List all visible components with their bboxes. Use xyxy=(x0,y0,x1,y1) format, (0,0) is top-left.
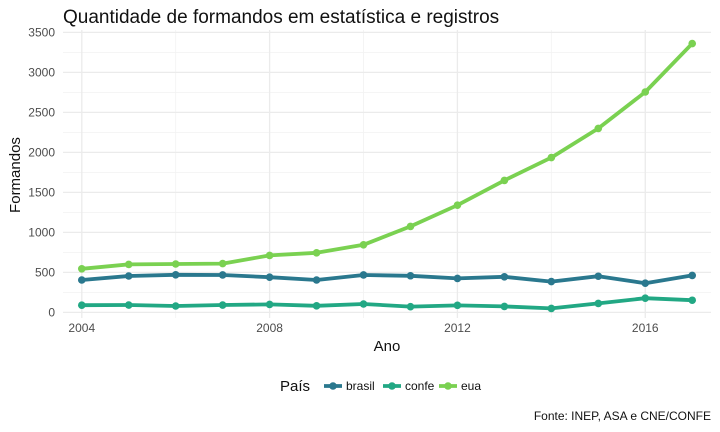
data-point-confe xyxy=(688,296,697,305)
x-tick-label: 2004 xyxy=(68,321,95,335)
legend-label-confe: confe xyxy=(405,379,435,393)
data-point-brasil xyxy=(124,272,133,280)
series-line-eua xyxy=(79,41,695,271)
data-point-brasil xyxy=(453,274,462,283)
data-point-eua xyxy=(641,88,650,96)
data-point-brasil xyxy=(688,271,697,280)
data-point-brasil xyxy=(218,271,227,279)
data-point-eua xyxy=(312,249,321,257)
y-axis-ticks: 0 500 1000 1500 2000 2500 3000 3500 xyxy=(28,25,55,319)
data-point-eua xyxy=(265,251,274,260)
data-point-confe xyxy=(641,294,650,302)
y-tick-label: 1000 xyxy=(28,225,55,239)
y-tick-label: 2500 xyxy=(28,105,55,119)
legend-key-point-brasil xyxy=(329,382,337,390)
data-point-eua xyxy=(77,265,86,273)
data-point-brasil xyxy=(547,277,556,286)
legend: País brasil confe eua xyxy=(280,378,481,395)
data-point-confe xyxy=(500,302,509,311)
legend-key-point-eua xyxy=(444,382,452,390)
legend-title: País xyxy=(280,378,310,395)
data-point-brasil xyxy=(594,272,603,281)
x-tick-label: 2012 xyxy=(444,321,471,335)
minor-gridlines xyxy=(63,30,711,318)
data-point-brasil xyxy=(641,279,650,288)
data-point-confe xyxy=(547,304,556,313)
y-tick-label: 0 xyxy=(48,305,55,319)
data-point-confe xyxy=(171,302,180,310)
data-point-brasil xyxy=(406,271,415,280)
data-point-eua xyxy=(124,260,133,269)
data-point-eua xyxy=(453,201,462,209)
data-point-eua xyxy=(500,176,509,185)
y-tick-label: 3000 xyxy=(28,65,55,79)
legend-label-eua: eua xyxy=(461,379,481,393)
chart-caption: Fonte: INEP, ASA e CNE/CONFE xyxy=(534,409,711,423)
y-tick-label: 500 xyxy=(35,265,55,279)
series-line-confe xyxy=(79,296,695,311)
major-gridlines xyxy=(63,30,711,318)
y-axis-title: Formandos xyxy=(7,137,24,213)
y-tick-label: 1500 xyxy=(28,185,55,199)
data-point-brasil xyxy=(265,273,274,282)
data-point-confe xyxy=(265,300,274,309)
data-point-confe xyxy=(218,301,227,309)
data-point-confe xyxy=(312,302,321,310)
data-point-brasil xyxy=(171,271,180,279)
chart-title: Quantidade de formandos em estatística e… xyxy=(63,7,499,28)
data-point-eua xyxy=(547,153,556,162)
data-point-eua xyxy=(171,260,180,268)
data-point-confe xyxy=(359,300,368,308)
x-axis-title: Ano xyxy=(374,338,401,355)
data-point-eua xyxy=(594,124,603,133)
y-tick-label: 2000 xyxy=(28,145,55,159)
data-point-eua xyxy=(359,241,368,249)
data-point-brasil xyxy=(500,273,509,281)
data-point-brasil xyxy=(77,276,86,284)
legend-key-point-confe xyxy=(388,382,396,390)
series-layer xyxy=(77,39,697,313)
data-point-confe xyxy=(406,302,415,311)
data-point-confe xyxy=(594,299,603,308)
legend-label-brasil: brasil xyxy=(346,379,375,393)
data-point-brasil xyxy=(312,276,321,284)
data-point-eua xyxy=(218,259,227,268)
x-tick-label: 2008 xyxy=(256,321,283,335)
data-point-confe xyxy=(453,301,462,310)
data-point-brasil xyxy=(359,271,368,279)
series-line-brasil xyxy=(79,272,695,286)
x-axis-ticks: 2004 2008 2012 2016 xyxy=(68,321,658,335)
data-point-confe xyxy=(77,301,86,310)
data-point-eua xyxy=(688,39,697,48)
y-tick-label: 3500 xyxy=(28,25,55,39)
x-tick-label: 2016 xyxy=(632,321,659,335)
data-point-eua xyxy=(406,222,415,231)
data-point-confe xyxy=(124,301,133,309)
